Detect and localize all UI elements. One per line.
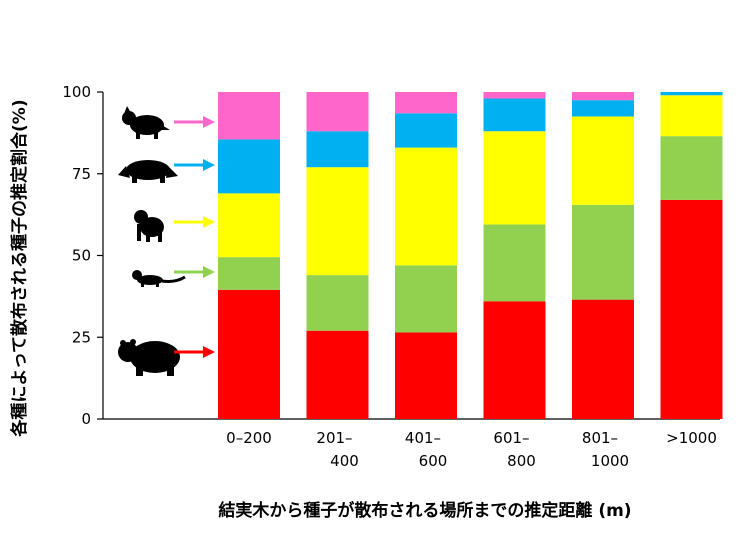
bar-segment-bear: [660, 199, 723, 419]
bar-segment-bear: [572, 299, 634, 419]
bar-segment-monkey: [483, 131, 546, 225]
x-tick-label: 401–: [405, 429, 441, 447]
legend-arrowhead: [203, 266, 215, 278]
bar-segment-bear: [218, 289, 280, 419]
badger-icon: [118, 160, 178, 183]
marten-icon: [132, 270, 186, 287]
y-tick-label: 50: [72, 247, 91, 265]
x-tick-label: >1000: [666, 429, 717, 447]
plot-area: [102, 92, 723, 420]
bar-segment-marten: [483, 224, 546, 302]
bar-segment-marten: [395, 265, 457, 333]
y-ticks: 0 25 50 75 100: [62, 83, 103, 428]
bar-segment-raccoon-dog: [395, 92, 457, 114]
y-tick-label: 0: [81, 410, 91, 428]
bar-segment-badger: [218, 139, 280, 194]
bar-segment-bear: [306, 330, 369, 419]
x-tick-label: 800: [507, 452, 536, 470]
x-tick-label: 0–200: [226, 429, 272, 447]
bar-segment-raccoon-dog: [572, 92, 634, 101]
bar-segment-badger: [660, 92, 723, 96]
y-tick-label: 100: [62, 83, 91, 101]
legend-arrowhead: [203, 159, 215, 171]
x-tick-label: 801–: [582, 429, 618, 447]
bar-segment-badger: [483, 98, 546, 132]
bar-segment-monkey: [572, 116, 634, 205]
bar-segment-marten: [306, 275, 369, 331]
x-tick-label: 1000: [591, 452, 629, 470]
y-tick-label: 75: [72, 165, 91, 183]
bar-segment-monkey: [218, 193, 280, 258]
bar-segment-badger: [572, 100, 634, 117]
monkey-icon: [134, 210, 164, 242]
x-tick-label: 600: [419, 452, 448, 470]
bar-segment-badger: [395, 113, 457, 148]
x-tick-label: 201–: [316, 429, 352, 447]
bar-segment-monkey: [660, 95, 723, 137]
y-axis-label: 各種によって散布される種子の推定割合(%): [9, 99, 30, 437]
bar-segment-bear: [395, 332, 457, 419]
legend-arrowhead: [203, 116, 215, 128]
x-axis-label: 結実木から種子が散布される場所までの推定距離 (m): [218, 500, 631, 521]
x-tick-label: 400: [330, 452, 359, 470]
y-tick-label: 25: [72, 328, 91, 346]
legend-arrowhead: [203, 346, 215, 358]
bar-segment-marten: [572, 204, 634, 300]
bar-segment-monkey: [306, 167, 369, 276]
bar-segment-monkey: [395, 147, 457, 266]
bar-segment-raccoon-dog: [218, 92, 280, 140]
legend-arrowhead: [203, 216, 215, 228]
bar-segment-badger: [306, 131, 369, 168]
bar-segment-raccoon-dog: [306, 92, 369, 132]
bar-segment-marten: [218, 257, 280, 290]
bar-segment-bear: [483, 301, 546, 419]
bear-icon: [118, 339, 180, 376]
x-ticks: 0–200 201– 400 401– 600 601– 800 801– 1000 >1000: [226, 429, 717, 470]
bar-segment-raccoon-dog: [483, 92, 546, 99]
animal-legend: [118, 106, 215, 376]
x-tick-label: 601–: [493, 429, 529, 447]
bar-segment-marten: [660, 136, 723, 200]
raccoon-dog-icon: [122, 106, 170, 139]
